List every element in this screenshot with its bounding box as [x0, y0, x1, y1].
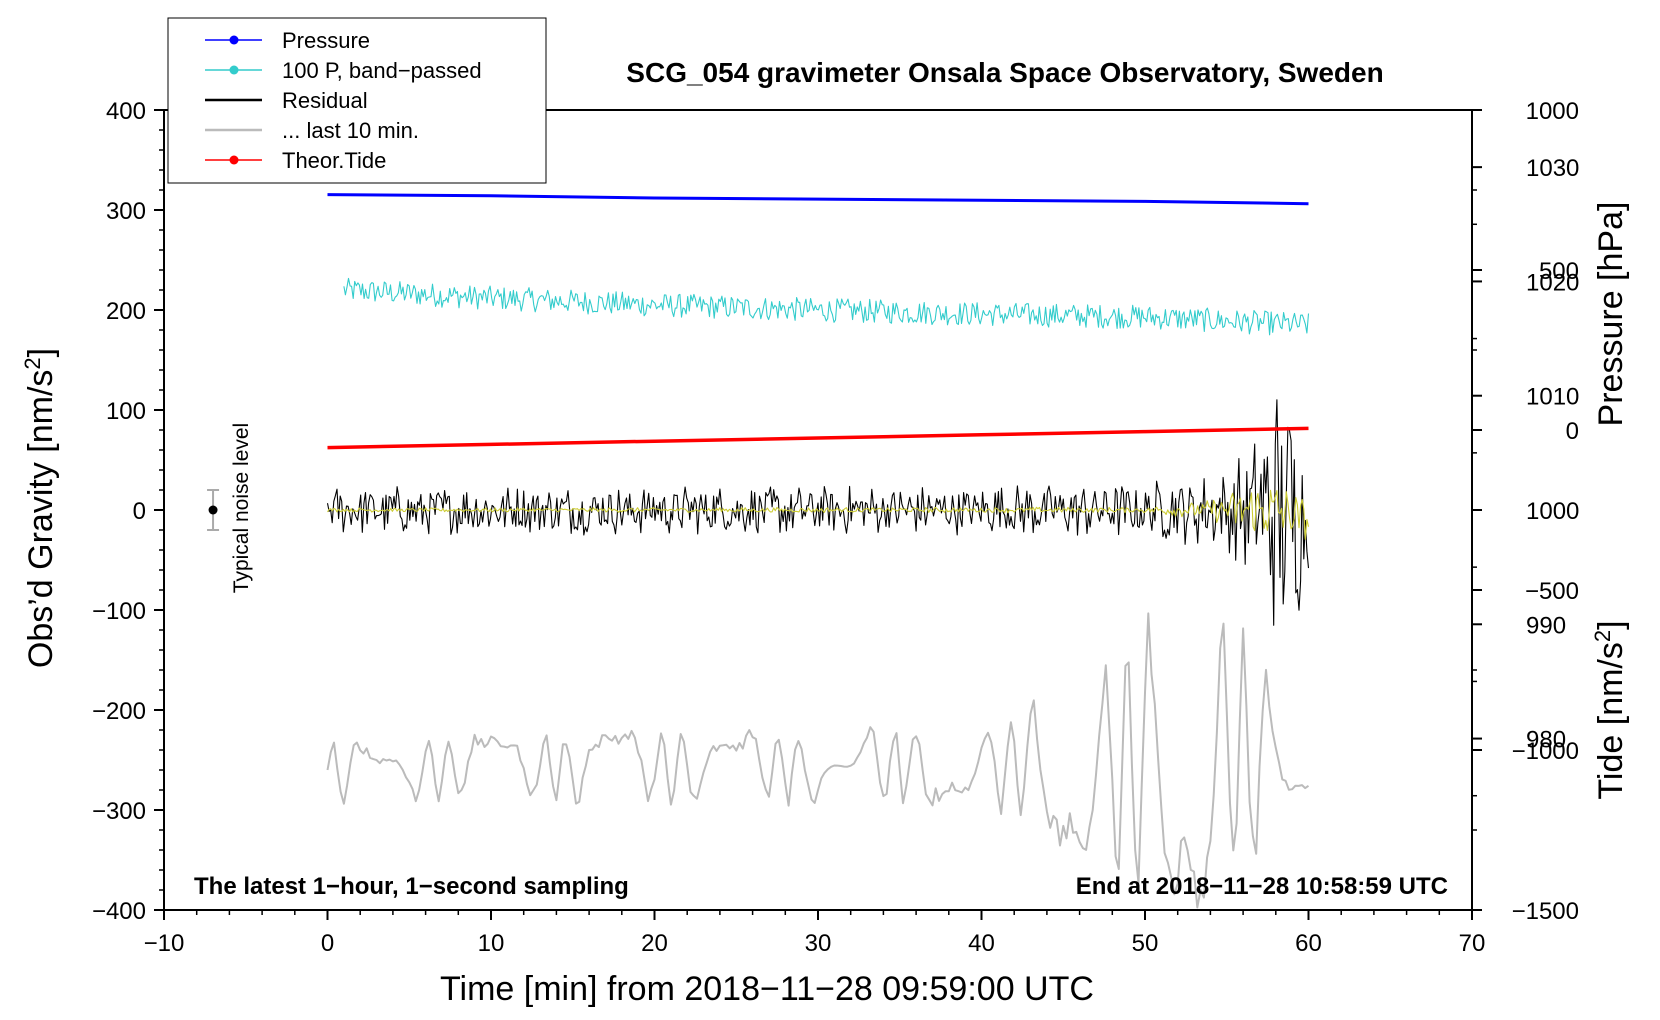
- y-axis-title: Obs’d Gravity [nm/s2]: [20, 348, 60, 668]
- y-tick-label: −300: [92, 798, 146, 825]
- series-line-5: [327, 426, 1309, 450]
- y-axis-title-end: ]: [22, 348, 60, 357]
- pressure-axis-title: Pressure [hPa]: [1592, 202, 1630, 427]
- pressure-tick-label: 980: [1526, 727, 1566, 754]
- pressure-tick-label: 1030: [1526, 155, 1579, 182]
- tide-tick-label: −500: [1525, 578, 1579, 605]
- y-tick-label: −400: [92, 898, 146, 925]
- pressure-tick-label: 1010: [1526, 384, 1579, 411]
- y-axis-title-main: Obs’d Gravity [nm/s: [22, 370, 60, 669]
- legend-marker-0: [229, 35, 239, 45]
- x-tick-label: −10: [144, 930, 185, 957]
- legend-label-3: ... last 10 min.: [282, 118, 419, 143]
- tide-axis-title: Tide [nm/s2]: [1590, 620, 1630, 799]
- y-axis-title-sup: 2: [20, 357, 45, 369]
- tide-axis-title-main: Tide [nm/s: [1592, 642, 1630, 799]
- y-tick-label: 100: [106, 398, 146, 425]
- x-tick-label: 50: [1132, 930, 1159, 957]
- axes-layer: −10 0 10 20 30 40 50 60 704003002001000−100−200−…: [92, 98, 1579, 957]
- x-axis-title: Time [min] from 2018−11−28 09:59:00 UTC: [440, 970, 1094, 1008]
- y-tick-label: −100: [92, 598, 146, 625]
- tide-tick-label: 0: [1566, 418, 1579, 445]
- tide-tick-label: 500: [1539, 258, 1579, 285]
- legend-label-0: Pressure: [282, 28, 370, 53]
- y-tick-label: 200: [106, 298, 146, 325]
- legend-label-2: Residual: [282, 88, 368, 113]
- tide-tick-label: −1000: [1512, 738, 1579, 765]
- annotation-right: End at 2018−11−28 10:58:59 UTC: [1076, 873, 1448, 900]
- x-tick-label: 60: [1295, 930, 1322, 957]
- x-tick-label: 10: [478, 930, 505, 957]
- legend-label-4: Theor.Tide: [282, 148, 386, 173]
- tide-tick-label: 1000: [1526, 98, 1579, 125]
- series-line-3: [327, 489, 1310, 540]
- x-tick-label: 0: [321, 930, 334, 957]
- pressure-tick-label: 1000: [1526, 498, 1579, 525]
- series-line-0: [327, 193, 1309, 206]
- pressure-tick-label: 1020: [1526, 269, 1579, 296]
- x-tick-label: 20: [641, 930, 668, 957]
- noise-level-marker: Typical noise level: [207, 423, 253, 593]
- tide-axis-title-sup: 2: [1590, 630, 1615, 642]
- series-line-2: [326, 399, 1310, 626]
- y-tick-label: −200: [92, 698, 146, 725]
- y-tick-label: 300: [106, 198, 146, 225]
- legend-marker-1: [229, 65, 239, 75]
- legend-label-1: 100 P, band−passed: [282, 58, 482, 83]
- series-line-1: [343, 277, 1310, 336]
- x-tick-label: 30: [805, 930, 832, 957]
- series-line-4: [326, 612, 1310, 909]
- noise-label: Typical noise level: [230, 423, 253, 593]
- series-layer: [326, 193, 1310, 909]
- legend-marker-4: [229, 155, 239, 165]
- legend: Pressure 100 P, band−passed Residual ... la…: [167, 17, 547, 184]
- tide-axis-title-end: ]: [1592, 620, 1630, 629]
- noise-dot: [208, 505, 218, 515]
- x-tick-label: 70: [1459, 930, 1486, 957]
- annotation-left: The latest 1−hour, 1−second sampling: [194, 873, 629, 900]
- y-tick-label: 0: [133, 498, 146, 525]
- x-tick-label: 40: [968, 930, 995, 957]
- pressure-tick-label: 990: [1526, 612, 1566, 639]
- chart-title: SCG_054 gravimeter Onsala Space Observat…: [626, 57, 1383, 88]
- y-tick-label: 400: [106, 98, 146, 125]
- tide-tick-label: −1500: [1512, 898, 1579, 925]
